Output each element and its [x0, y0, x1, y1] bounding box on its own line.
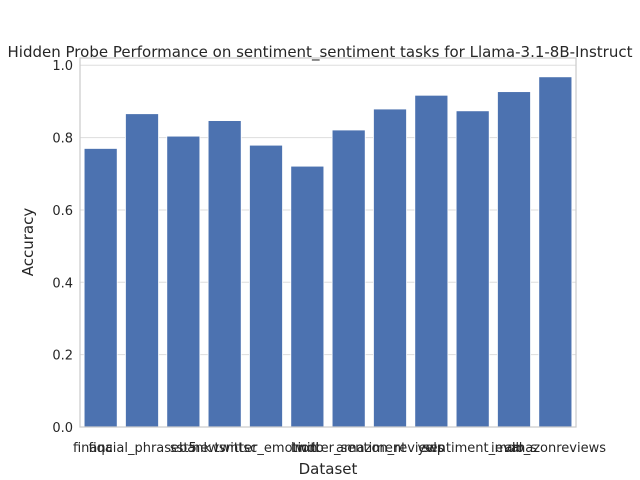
- bar-newsmtsc: [207, 120, 242, 428]
- bar-amazon_reviews: [373, 108, 407, 428]
- x-tick-label: twitter_emotion: [215, 441, 318, 456]
- x-axis-label: Dataset: [299, 460, 358, 478]
- y-tick-label: 0.0: [52, 421, 73, 436]
- x-tick-label: fiqa: [88, 441, 112, 456]
- bar-imdb: [290, 165, 325, 428]
- bar-financial_phrasebank: [125, 113, 159, 428]
- bar-twitter_sentiment: [331, 129, 366, 428]
- bar-amazonreviews: [538, 76, 573, 428]
- y-tick-label: 0.2: [52, 349, 73, 364]
- x-axis-ticks: fiqafinancial_phrasebanksst5newsmtsctwit…: [73, 441, 606, 456]
- y-axis-ticks: 0.0 0.2 0.4 0.6 0.8 1.0: [52, 59, 73, 436]
- x-tick-label: imdb: [291, 441, 324, 456]
- x-tick-label: amazonreviews: [505, 441, 607, 456]
- chart-title: Hidden Probe Performance on sentiment_se…: [8, 43, 633, 62]
- bar-fiqa: [83, 148, 118, 428]
- bar-sst5: [166, 135, 201, 428]
- x-tick-label: newsmtsc: [192, 441, 257, 456]
- y-tick-label: 0.6: [52, 204, 73, 219]
- bar-imdb_s: [497, 91, 531, 428]
- x-tick-label: yelp: [418, 441, 446, 456]
- x-tick-label: amazon_reviews: [336, 441, 444, 456]
- y-tick-label: 0.8: [52, 132, 73, 147]
- x-tick-label: sst5: [170, 441, 197, 456]
- bar-sentiment_eval: [455, 110, 490, 428]
- bar-series: [83, 76, 573, 428]
- x-tick-label: financial_phrasebank: [73, 441, 212, 456]
- bar-yelp: [414, 94, 449, 428]
- y-tick-label: 1.0: [52, 59, 73, 74]
- x-tick-label: imdb_s: [491, 441, 537, 456]
- x-tick-label: sentiment_eval: [423, 441, 523, 456]
- plot-frame: [79, 57, 577, 428]
- x-tick-label: twitter_sentiment: [291, 441, 406, 456]
- bar-twitter_emotion: [249, 144, 283, 428]
- y-tick-label: 0.4: [52, 276, 73, 291]
- y-axis-label: Accuracy: [19, 208, 37, 277]
